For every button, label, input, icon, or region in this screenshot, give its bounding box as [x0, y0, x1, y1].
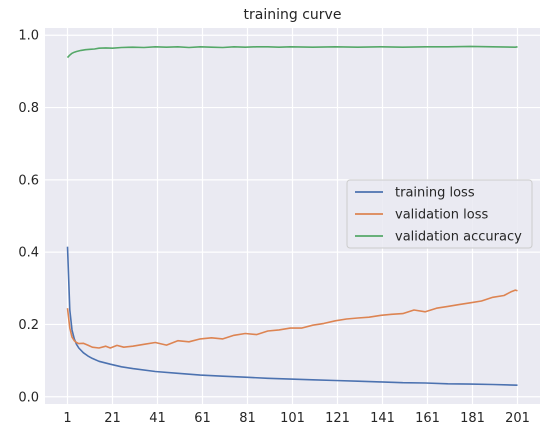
y-tick-label: 0.6	[18, 173, 39, 188]
series-line-2	[66, 45, 518, 59]
y-tick-label: 1.0	[18, 29, 39, 44]
x-tick-label: 41	[149, 411, 166, 426]
chart-title: training curve	[244, 7, 342, 23]
x-tick-label: 61	[194, 411, 211, 426]
x-tick-label: 101	[280, 411, 305, 426]
x-tick-label: 21	[104, 411, 121, 426]
y-tick-label: 0.8	[18, 101, 39, 116]
axis-ticks: 1 21 41 61 81 101 121 141 161 181 2010.00.20.40.60…	[18, 29, 530, 426]
x-tick-label: 121	[325, 411, 350, 426]
y-tick-label: 0.0	[18, 390, 39, 405]
y-tick-label: 0.2	[18, 318, 39, 333]
legend-label: training loss	[395, 186, 475, 201]
x-tick-label: 181	[460, 411, 485, 426]
series-lines	[66, 45, 518, 386]
x-tick-label: 1	[63, 411, 71, 426]
x-tick-label: 201	[505, 411, 530, 426]
legend-label: validation loss	[395, 208, 488, 223]
series-line-1	[66, 289, 518, 349]
x-tick-label: 161	[415, 411, 440, 426]
series-line-0	[66, 246, 518, 386]
y-tick-label: 0.4	[18, 246, 39, 261]
legend-box	[346, 179, 533, 249]
legend: training loss validation loss validation a…	[346, 179, 533, 249]
x-tick-label: 81	[239, 411, 256, 426]
x-tick-label: 141	[370, 411, 395, 426]
legend-label: validation accuracy	[395, 230, 522, 245]
